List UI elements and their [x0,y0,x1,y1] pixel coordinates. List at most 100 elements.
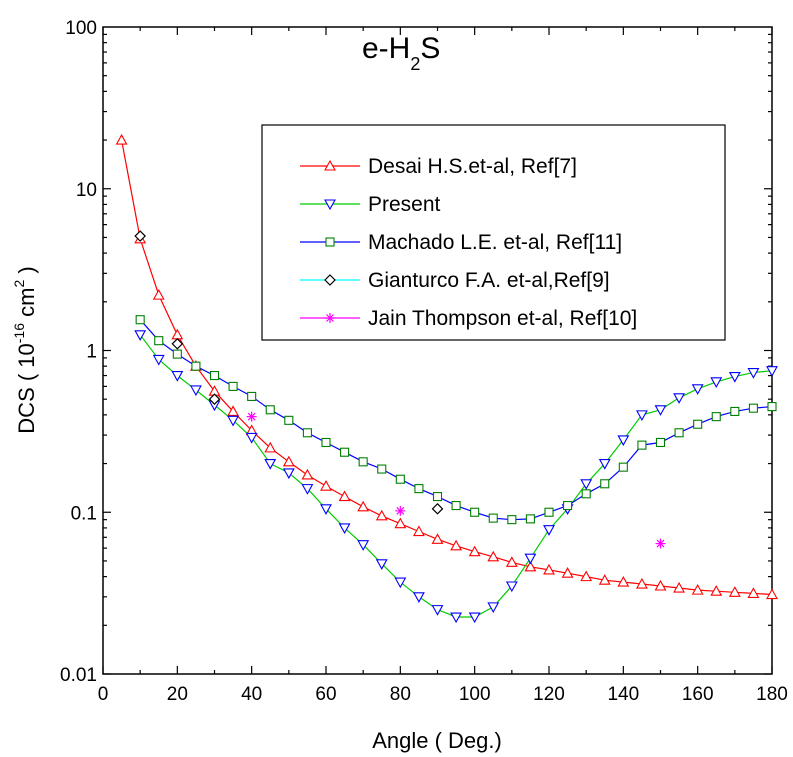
data-point [747,368,760,379]
data-point [247,391,257,401]
data-point [468,545,481,557]
data-point [375,509,388,521]
data-point [152,354,165,366]
data-point [191,361,201,371]
data-point [171,337,184,350]
data-point [598,574,611,585]
data-point [598,459,611,470]
series-2 [135,315,777,525]
data-point [320,504,332,515]
legend-item: Jain Thompson et-al, Ref[10] [300,307,637,330]
legend-label: Present [368,193,441,216]
series-1 [134,330,778,624]
data-point [674,428,684,438]
y-tick-label: 0.01 [60,665,97,686]
data-point [673,393,686,404]
data-point [728,586,741,597]
data-point [470,507,480,517]
y-axis-tick-labels: 0.01 0.1 1 10 100 [60,18,97,686]
data-point [543,563,555,575]
data-point [302,428,312,438]
data-point [115,133,128,145]
data-point [414,484,424,494]
legend-label: Desai H.S.et-al, Ref[7] [368,155,577,178]
data-point [766,588,778,600]
data-point [561,567,574,578]
data-point [189,385,202,397]
data-point [693,419,703,429]
y-tick-label: 10 [76,180,97,201]
series-line [139,334,773,618]
plot-area [102,26,773,675]
data-point [563,501,573,511]
data-point [377,464,387,474]
x-tick-label: 180 [756,684,788,705]
data-point [543,525,555,536]
legend: Desai H.S.et-al, Ref[7] Present Machado L.… [261,124,726,341]
data-point [265,405,275,415]
data-point [320,480,332,491]
data-point [154,336,164,346]
legend-label: Jain Thompson et-al, Ref[10] [368,307,637,330]
legend-marker [324,199,336,211]
data-point [451,501,461,511]
data-point [468,612,481,624]
legend-item: Present [300,193,441,216]
data-point [728,372,741,383]
data-point [227,415,240,427]
data-point [747,587,760,598]
data-point [711,412,721,422]
data-point [152,288,165,300]
legend-marker [324,159,336,171]
data-point [673,581,686,593]
data-point [524,553,537,565]
data-point [301,468,314,480]
data-point [748,403,758,413]
y-tick-label: 1 [86,342,97,363]
data-point [412,525,425,537]
x-axis-ticks [102,27,773,674]
data-point [488,513,498,523]
data-point [635,410,648,421]
data-point [134,330,147,341]
data-point [487,550,500,562]
data-point [358,457,368,467]
data-point [208,393,221,406]
y-axis-title: DCS ( 10-16 cm2 ) [11,266,39,433]
data-point [394,517,407,529]
data-point [544,507,554,517]
data-point [375,559,388,570]
x-tick-label: 100 [459,684,491,705]
data-point [655,538,666,549]
data-point [134,230,147,242]
series-4 [246,411,666,549]
legend-marker [325,313,335,323]
data-point [431,605,444,616]
data-point [600,479,610,489]
data-point [450,612,463,624]
data-point [412,592,425,603]
data-point [730,406,740,416]
legend-item: Gianturco F.A. et-al,Ref[9] [300,269,610,292]
data-point [227,405,240,416]
legend-box [261,124,726,341]
data-point [525,514,535,524]
data-point [710,585,723,596]
data-point [431,533,444,544]
data-point [209,371,220,381]
data-point [432,492,443,502]
data-point [264,459,277,470]
data-point [395,474,405,484]
data-point [321,437,331,448]
legend-label: Gianturco F.A. et-al,Ref[9] [368,269,610,292]
data-point [282,468,295,480]
data-point [637,440,647,450]
data-point [171,328,184,340]
legend-marker [325,237,335,247]
data-point [618,462,628,472]
data-point [580,479,593,490]
data-point [654,579,667,591]
data-point [282,455,295,467]
x-tick-label: 120 [533,684,565,705]
